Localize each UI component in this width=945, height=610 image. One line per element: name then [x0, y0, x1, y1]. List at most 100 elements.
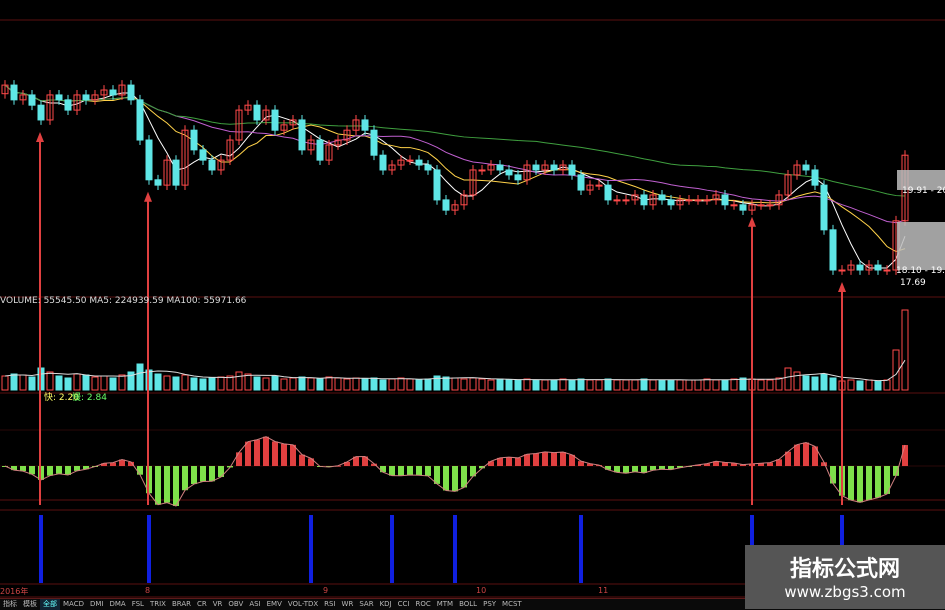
tab-模板[interactable]: 模板: [23, 600, 37, 608]
tab-cci[interactable]: CCI: [397, 600, 410, 608]
tab-emv[interactable]: EMV: [266, 600, 282, 608]
candle-body: [217, 159, 225, 171]
volume-bar: [361, 378, 369, 391]
tab-macd[interactable]: MACD: [63, 600, 84, 608]
tab-wr[interactable]: WR: [341, 600, 354, 608]
volume-bar: [676, 379, 684, 391]
volume-bar: [577, 378, 585, 391]
oscillator-bar: [56, 466, 62, 474]
tab-brar[interactable]: BRAR: [171, 600, 191, 608]
oscillator-bar: [272, 441, 278, 466]
price-range-box-upper: [897, 170, 945, 190]
candle-body: [73, 94, 81, 111]
volume-bar: [460, 378, 468, 391]
volume-bar: [19, 374, 27, 391]
candle-body: [442, 199, 450, 211]
candle-body: [577, 174, 585, 191]
oscillator-bar: [830, 466, 836, 484]
tab-fsl[interactable]: FSL: [131, 600, 144, 608]
oscillator-bar: [308, 458, 314, 466]
volume-bar: [424, 378, 432, 391]
volume-bar: [1, 375, 9, 391]
oscillator-bar: [11, 466, 17, 471]
oscillator-bar: [380, 466, 386, 473]
volume-bar: [649, 379, 657, 391]
candle-body: [208, 159, 216, 171]
candle-body: [847, 264, 855, 271]
tab-cr[interactable]: CR: [197, 600, 207, 608]
tab-指标[interactable]: 指标: [3, 600, 17, 608]
tab-boll[interactable]: BOLL: [459, 600, 478, 608]
volume-bar: [271, 375, 279, 391]
ma60-line: [4, 84, 906, 197]
candle-body: [658, 194, 666, 201]
candle-body: [424, 164, 432, 171]
volume-bar: [523, 378, 531, 391]
volume-bar: [514, 379, 522, 391]
tab-vol-tdx[interactable]: VOL-TDX: [287, 600, 319, 608]
tab-rsi[interactable]: RSI: [324, 600, 336, 608]
volume-bar: [28, 376, 36, 391]
tab-vr[interactable]: VR: [212, 600, 223, 608]
candle-body: [721, 194, 729, 206]
oscillator-bar: [344, 461, 350, 466]
indicator-fast-value: 快: 2.20: [44, 393, 79, 403]
candle-body: [820, 184, 828, 231]
tab-psy[interactable]: PSY: [483, 600, 497, 608]
candle-body: [172, 159, 180, 186]
tab-全部[interactable]: 全部: [40, 599, 60, 610]
volume-bar: [397, 377, 405, 391]
tab-mcst[interactable]: MCST: [502, 600, 522, 608]
signal-marker-bar: [39, 515, 43, 583]
candle-body: [739, 204, 747, 211]
volume-bar: [10, 373, 18, 391]
oscillator-bar: [488, 461, 494, 466]
oscillator-bar: [209, 466, 215, 482]
tab-trix[interactable]: TRIX: [149, 600, 166, 608]
volume-bar: [334, 377, 342, 391]
signal-marker-bar: [147, 515, 151, 583]
candle-body: [145, 139, 153, 181]
candle-body: [262, 109, 270, 121]
tab-dmi[interactable]: DMI: [89, 600, 104, 608]
oscillator-bar: [722, 462, 728, 466]
candle-body: [496, 164, 504, 171]
ma10-line: [4, 84, 906, 253]
volume-bar: [352, 377, 360, 391]
oscillator-bar: [218, 466, 224, 477]
volume-bar: [811, 376, 819, 391]
candle-body: [289, 119, 297, 126]
candle-body: [748, 204, 756, 211]
tab-dma[interactable]: DMA: [109, 600, 126, 608]
tab-asi[interactable]: ASI: [249, 600, 261, 608]
candle-body: [298, 119, 306, 151]
oscillator-bar: [605, 466, 611, 470]
tab-mtm[interactable]: MTM: [436, 600, 454, 608]
tab-obv[interactable]: OBV: [228, 600, 244, 608]
oscillator-bar: [479, 466, 485, 469]
oscillator-bar: [821, 462, 827, 466]
oscillator-bar: [389, 466, 395, 476]
candle-body: [568, 164, 576, 176]
volume-bar: [118, 374, 126, 391]
tab-roc[interactable]: ROC: [415, 600, 431, 608]
oscillator-bar: [713, 461, 719, 466]
volume-bar: [667, 379, 675, 391]
volume-bar: [235, 371, 243, 391]
oscillator-bar: [785, 451, 791, 466]
volume-bar: [253, 376, 261, 391]
watermark-url: www.zbgs3.com: [784, 583, 906, 601]
tab-kdj[interactable]: KDJ: [379, 600, 392, 608]
candle-body: [433, 169, 441, 201]
oscillator-bar: [353, 456, 359, 466]
candle-body: [397, 159, 405, 166]
volume-bar: [289, 377, 297, 391]
oscillator-bar: [650, 466, 656, 471]
oscillator-bar: [281, 443, 287, 466]
candle-body: [874, 264, 882, 271]
tab-sar[interactable]: SAR: [359, 600, 374, 608]
volume-bar: [46, 371, 54, 391]
signal-marker-bar: [579, 515, 583, 583]
oscillator-bar: [245, 441, 251, 466]
